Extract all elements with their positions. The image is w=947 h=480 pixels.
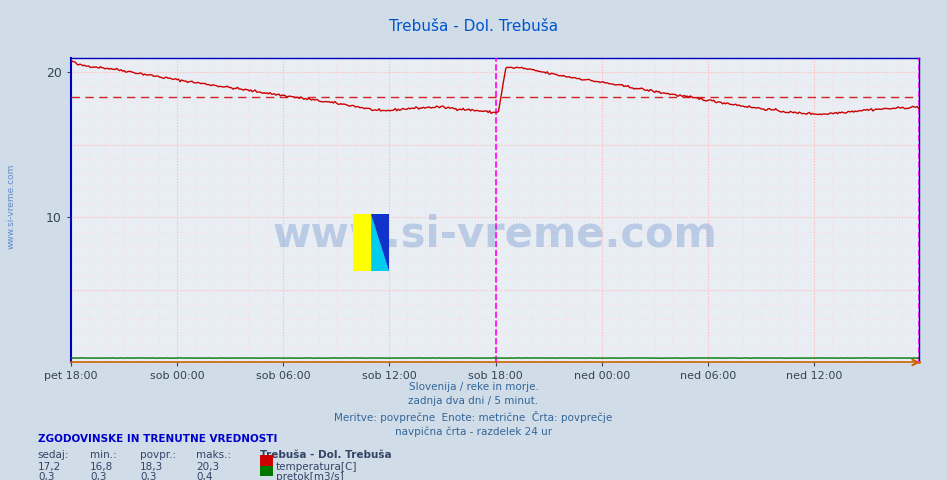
Text: Slovenija / reke in morje.
zadnja dva dni / 5 minut.
Meritve: povprečne  Enote: : Slovenija / reke in morje. zadnja dva dn… <box>334 382 613 437</box>
Text: povpr.:: povpr.: <box>140 450 176 460</box>
Polygon shape <box>371 214 389 271</box>
Text: ZGODOVINSKE IN TRENUTNE VREDNOSTI: ZGODOVINSKE IN TRENUTNE VREDNOSTI <box>38 434 277 444</box>
Text: 0,4: 0,4 <box>196 472 212 480</box>
Text: 17,2: 17,2 <box>38 462 62 472</box>
Text: min.:: min.: <box>90 450 116 460</box>
Text: maks.:: maks.: <box>196 450 231 460</box>
Text: www.si-vreme.com: www.si-vreme.com <box>273 214 717 255</box>
Text: www.si-vreme.com: www.si-vreme.com <box>7 164 16 249</box>
Text: 20,3: 20,3 <box>196 462 219 472</box>
Text: pretok[m3/s]: pretok[m3/s] <box>276 472 344 480</box>
Text: 16,8: 16,8 <box>90 462 114 472</box>
Polygon shape <box>371 214 389 271</box>
Text: 0,3: 0,3 <box>38 472 54 480</box>
Text: sedaj:: sedaj: <box>38 450 69 460</box>
Text: Trebuša - Dol. Trebuša: Trebuša - Dol. Trebuša <box>260 450 392 460</box>
Text: 0,3: 0,3 <box>90 472 106 480</box>
Text: temperatura[C]: temperatura[C] <box>276 462 357 472</box>
Text: Trebuša - Dol. Trebuša: Trebuša - Dol. Trebuša <box>389 19 558 34</box>
Text: 18,3: 18,3 <box>140 462 164 472</box>
Text: 0,3: 0,3 <box>140 472 156 480</box>
